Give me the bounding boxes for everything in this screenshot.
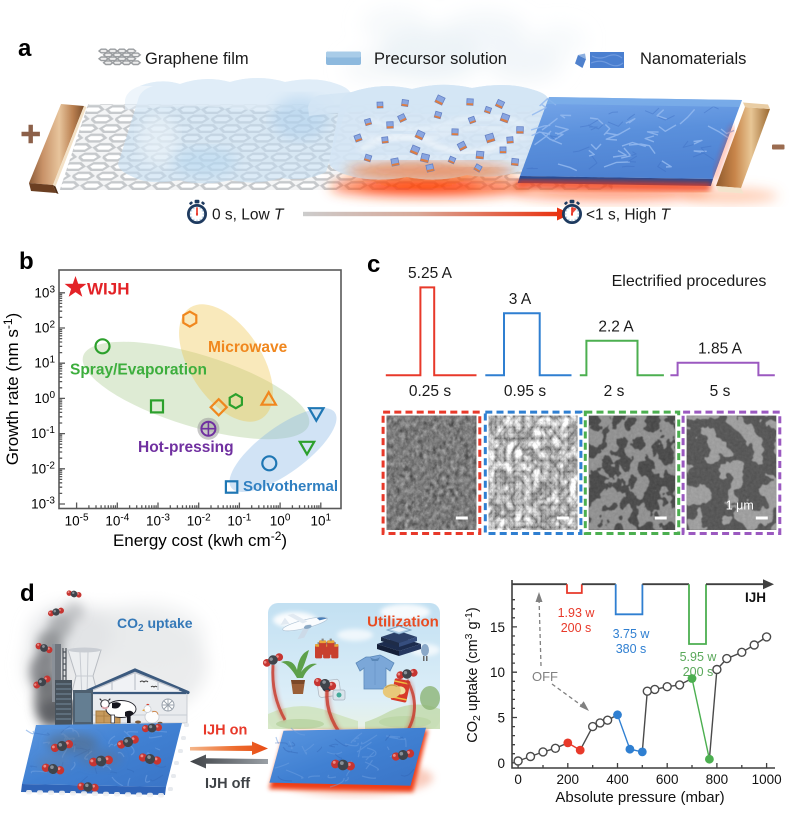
- svg-text:3.75 w: 3.75 w: [613, 627, 651, 641]
- svg-text:15: 15: [490, 620, 505, 635]
- svg-text:Electrified procedures: Electrified procedures: [612, 273, 767, 290]
- svg-text:10-3: 10-3: [146, 513, 170, 529]
- svg-text:3 A: 3 A: [509, 291, 532, 308]
- svg-text:5: 5: [497, 711, 505, 726]
- svg-text:Absolute pressure (mbar): Absolute pressure (mbar): [555, 789, 724, 806]
- svg-text:101: 101: [311, 513, 332, 529]
- svg-text:10-4: 10-4: [105, 513, 129, 529]
- svg-text:200 s: 200 s: [683, 665, 714, 679]
- svg-text:OFF: OFF: [532, 669, 558, 684]
- svg-text:10-1: 10-1: [227, 513, 251, 529]
- svg-text:200: 200: [557, 772, 580, 787]
- svg-text:0.25 s: 0.25 s: [409, 383, 451, 400]
- svg-text:0: 0: [497, 756, 505, 771]
- svg-text:Spray/Evaporation: Spray/Evaporation: [70, 362, 207, 379]
- svg-text:<1 s, High T: <1 s, High T: [586, 207, 672, 224]
- svg-text:1.93 w: 1.93 w: [558, 606, 596, 620]
- svg-text:Precursor solution: Precursor solution: [374, 50, 507, 68]
- svg-text:200 s: 200 s: [561, 621, 592, 635]
- svg-text:Solvothermal: Solvothermal: [243, 478, 338, 495]
- svg-text:600: 600: [656, 772, 679, 787]
- svg-text:10: 10: [490, 665, 505, 680]
- svg-text:CO2 uptake (cm3 g-1): CO2 uptake (cm3 g-1): [463, 607, 483, 742]
- svg-text:10-2: 10-2: [31, 460, 55, 476]
- svg-text:IJH: IJH: [745, 590, 766, 605]
- svg-text:WIJH: WIJH: [87, 280, 130, 299]
- svg-text:800: 800: [706, 772, 729, 787]
- svg-text:Graphene film: Graphene film: [145, 50, 249, 68]
- svg-text:Utilization: Utilization: [367, 614, 439, 631]
- svg-text:1.85 A: 1.85 A: [698, 341, 743, 358]
- svg-text:0: 0: [514, 772, 522, 787]
- svg-text:Energy cost (kwh cm-2): Energy cost (kwh cm-2): [113, 529, 287, 550]
- svg-text:Growth rate (nm s-1): Growth rate (nm s-1): [1, 313, 22, 465]
- svg-text:102: 102: [34, 320, 55, 336]
- svg-text:10-1: 10-1: [31, 425, 55, 441]
- svg-text:1 μm: 1 μm: [726, 499, 754, 513]
- svg-text:380 s: 380 s: [616, 642, 647, 656]
- svg-text:CO2 uptake: CO2 uptake: [117, 615, 193, 634]
- svg-text:10-2: 10-2: [187, 513, 211, 529]
- svg-text:IJH off: IJH off: [205, 776, 250, 792]
- svg-text:2 s: 2 s: [604, 383, 625, 400]
- svg-text:1000: 1000: [752, 772, 782, 787]
- svg-text:5.25 A: 5.25 A: [408, 265, 453, 282]
- svg-text:100: 100: [270, 513, 291, 529]
- svg-text:100: 100: [34, 390, 55, 406]
- svg-text:2.2 A: 2.2 A: [598, 319, 634, 336]
- svg-text:0.95 s: 0.95 s: [504, 383, 546, 400]
- svg-text:Microwave: Microwave: [208, 339, 288, 356]
- svg-text:10-5: 10-5: [65, 513, 89, 529]
- svg-text:400: 400: [606, 772, 629, 787]
- svg-text:5.95 w: 5.95 w: [680, 650, 718, 664]
- svg-text:Hot-pressing: Hot-pressing: [138, 439, 234, 456]
- svg-text:5 s: 5 s: [710, 383, 731, 400]
- svg-text:103: 103: [34, 284, 55, 300]
- svg-text:IJH on: IJH on: [203, 723, 247, 739]
- svg-text:101: 101: [34, 355, 55, 371]
- svg-text:0 s, Low T: 0 s, Low T: [212, 207, 285, 224]
- svg-text:10-3: 10-3: [31, 496, 55, 512]
- svg-text:Nanomaterials: Nanomaterials: [640, 50, 746, 68]
